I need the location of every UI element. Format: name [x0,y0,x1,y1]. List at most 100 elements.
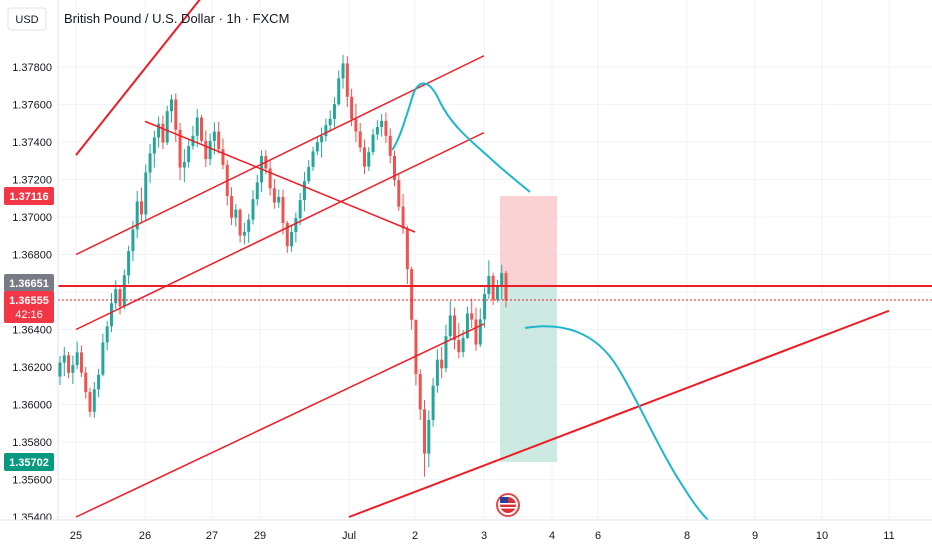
candle-body [444,336,448,369]
candles [58,55,508,477]
candle-body [341,63,345,79]
candle-body [217,131,221,150]
price-badges: 1.37116 1.36651 1.36555 42:16 1.35702 [4,187,54,471]
candle [148,144,152,184]
candle-body [187,146,191,163]
time-axis[interactable]: 25 26 27 29 Jul 2 3 4 6 8 9 10 11 [0,519,932,550]
grid [58,0,932,520]
candle [217,121,221,154]
candle-body [418,373,422,410]
candle [170,94,173,123]
candle-body [491,275,495,300]
candle [272,179,276,209]
us-flag-icon[interactable] [496,493,520,517]
candle [440,347,444,379]
candle [114,280,118,309]
candle [358,123,362,153]
candle [139,187,143,223]
y-tick-label: 1.37000 [12,212,52,224]
trendline [144,120,416,233]
currency-box[interactable] [7,7,47,31]
candle [268,159,272,196]
candle [371,128,375,156]
candle-body [157,123,161,138]
candle [157,116,161,148]
candle [474,307,478,351]
candle [62,346,66,377]
candle-body [139,201,143,215]
candle-body [290,232,294,247]
candle [247,213,251,243]
candle-body [345,63,349,97]
badge-bg [4,291,54,323]
candle [182,149,186,183]
candle-body [170,99,173,112]
candle-body [272,188,276,203]
candle [71,355,75,384]
candle [101,333,105,377]
candle-body [337,78,341,105]
candle-body [71,365,75,373]
x-tick-label: 11 [883,530,894,542]
x-tick-label: 27 [206,530,218,542]
candle [191,125,195,150]
candle-body [212,131,216,141]
y-tick-label: 1.36200 [12,362,52,374]
trendline [75,0,201,156]
trendline [348,309,890,518]
candle [384,112,388,143]
x-tick-label: 9 [752,530,758,542]
candle [478,308,482,347]
candle-body [393,155,396,181]
candle-body [242,231,246,236]
candle [187,139,191,168]
candle [483,287,487,328]
candle-body [302,181,306,201]
badge-value: 1.36651 [9,278,49,290]
candle-body [483,294,487,320]
candle [491,272,495,305]
candle-body [144,172,148,215]
y-tick-label: 1.37800 [12,62,52,74]
candle-body [234,209,238,218]
candle-body [435,359,439,386]
candle-body [101,342,105,375]
candle [67,352,71,379]
candle [435,349,439,393]
candle [260,150,264,192]
candle [92,382,96,418]
candle-body [131,229,135,252]
candle-body [161,123,165,143]
candle-body [307,166,311,182]
candle [448,301,452,341]
candle [144,164,148,221]
candle [127,245,131,284]
candle-body [105,326,109,343]
candle [423,400,427,477]
candle [118,287,122,315]
x-tick-label: 3 [481,530,487,542]
candle-body [251,199,255,220]
candle [405,225,409,284]
candle-body [414,319,418,374]
candle-body [97,374,101,390]
badge-bg [4,453,54,471]
candle [152,130,156,168]
candle-body [410,269,414,320]
candle-body [208,140,212,160]
candle [97,368,101,398]
entry-price-badge: 1.36651 [4,274,54,292]
flag-canton [500,497,508,503]
y-tick-label: 1.36800 [12,250,52,262]
x-tick-label: 10 [816,530,828,542]
badge-bg [4,187,54,205]
chart-title: British Pound / U.S. Dollar · 1h · FXCM [64,11,289,26]
candle-body [127,251,131,276]
position-zones [500,196,557,462]
candle-body [388,135,392,156]
candle [324,118,328,142]
candle-body [178,129,182,168]
candle-body [320,136,324,143]
